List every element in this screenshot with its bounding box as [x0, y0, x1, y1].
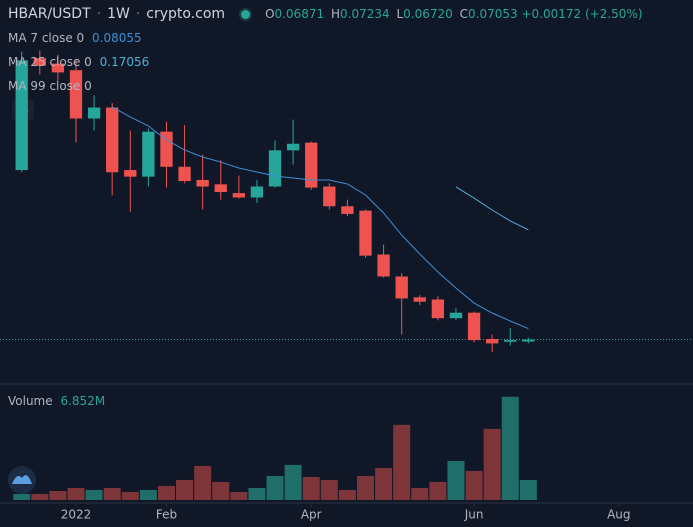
- volume-bar: [85, 489, 103, 500]
- header: HBAR/USDT · 1W · crypto.com O0.06871 H0.…: [8, 6, 643, 22]
- volume-bar: [121, 491, 139, 500]
- volume-bar: [302, 476, 320, 500]
- volume-bar: [176, 479, 194, 500]
- volume-legend: Volume 6.852M: [8, 394, 105, 408]
- change-pct: (+2.50%): [584, 7, 643, 21]
- volume-bar: [501, 396, 519, 500]
- volume-bar: [393, 424, 411, 500]
- ma-value: 0.08055: [92, 31, 142, 45]
- candle-body: [160, 131, 173, 167]
- candle-body: [69, 70, 83, 119]
- candle-body: [196, 179, 209, 187]
- ma-value: 0.17056: [99, 55, 150, 69]
- volume-bar: [67, 487, 85, 500]
- ohlc-prefix: H: [330, 7, 341, 21]
- ma-legend: MA 7 close 0 0.08055: [8, 31, 142, 45]
- candle-body: [250, 186, 264, 198]
- ma-line: [111, 106, 529, 330]
- volume-bar: [356, 475, 375, 500]
- candle-body: [87, 107, 101, 119]
- candle-body: [359, 210, 372, 256]
- ma-legend: MA 25 close 0 0.17056: [8, 55, 149, 69]
- candle-body: [51, 63, 65, 73]
- candle-body: [431, 299, 445, 319]
- symbol: HBAR/USDT: [8, 6, 91, 22]
- volume-bar: [157, 485, 175, 500]
- volume-bar: [411, 487, 429, 500]
- candle-body: [305, 142, 318, 188]
- ohlc-prefix: O: [265, 7, 275, 21]
- ma-legend: MA 99 close 0: [8, 79, 92, 93]
- ma-name: MA 99 close 0: [8, 79, 92, 93]
- candle-body: [486, 339, 499, 344]
- candle-body: [395, 276, 408, 299]
- ohlc-prefix: C: [459, 7, 468, 21]
- volume-bar: [320, 479, 338, 500]
- x-tick-label: Jun: [464, 508, 484, 522]
- volume-bar: [338, 489, 356, 500]
- volume-bar: [212, 481, 230, 500]
- volume-bar: [483, 428, 501, 500]
- candle-body: [286, 143, 300, 151]
- volume-bar: [31, 493, 49, 500]
- candle-body: [15, 60, 28, 171]
- separator: ·: [135, 6, 141, 22]
- volume-bar: [230, 491, 248, 500]
- candle-body: [449, 312, 463, 319]
- candle-body: [467, 312, 481, 341]
- volume-name: Volume: [8, 394, 53, 408]
- candle-body: [33, 58, 46, 66]
- candle-body: [178, 166, 191, 182]
- separator: ·: [96, 6, 102, 22]
- ma-line: [455, 186, 529, 231]
- candle-body: [142, 131, 155, 177]
- ohlc-value: 0.07053: [468, 7, 518, 21]
- ma-name: MA 7 close 0: [8, 31, 85, 45]
- ohlc-prefix: L: [396, 7, 404, 21]
- logo-mark: [12, 475, 32, 484]
- volume-bar: [248, 487, 266, 500]
- volume-bar: [447, 460, 465, 500]
- x-tick-label: 2022: [61, 508, 92, 522]
- x-tick-label: Apr: [301, 508, 322, 522]
- volume-bar: [375, 467, 393, 500]
- candle-body: [268, 150, 282, 187]
- volume-bar: [465, 470, 483, 500]
- x-tick-label: Aug: [607, 508, 630, 522]
- candle-body: [504, 340, 517, 342]
- volume-bar: [194, 465, 212, 500]
- candle-body: [323, 186, 336, 207]
- volume-bar: [429, 481, 447, 500]
- volume-bar: [139, 489, 157, 500]
- volume-bar: [49, 490, 67, 500]
- ma-name: MA 25 close 0: [8, 55, 92, 69]
- candle-body: [232, 193, 245, 198]
- ohlc-value: 0.06871: [274, 7, 325, 21]
- candle-body: [377, 254, 390, 277]
- ohlc-value: 0.07234: [340, 7, 390, 21]
- volume-bar: [266, 475, 284, 500]
- candle-body: [522, 339, 535, 342]
- candle-body: [341, 206, 354, 214]
- ohlc-value: 0.06720: [403, 7, 453, 21]
- candle-body: [124, 170, 137, 177]
- volume-bar: [519, 479, 537, 500]
- x-tick-label: Feb: [156, 508, 177, 522]
- volume-bar: [13, 493, 31, 500]
- source: crypto.com: [146, 6, 226, 22]
- volume-bar: [103, 487, 121, 500]
- interval: 1W: [107, 6, 130, 22]
- change: +0.00172: [521, 7, 582, 21]
- candle-body: [214, 184, 227, 192]
- volume-bar: [284, 464, 302, 500]
- candle-body: [106, 107, 119, 173]
- candle-body: [413, 297, 426, 302]
- volume-value: 6.852M: [60, 394, 106, 408]
- status-icon: [239, 7, 253, 21]
